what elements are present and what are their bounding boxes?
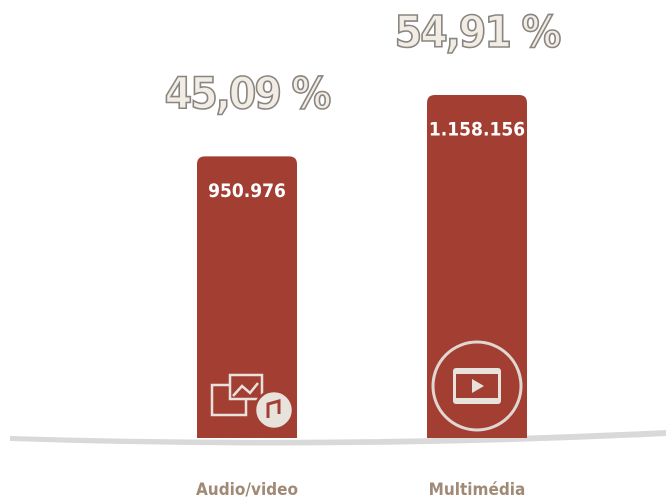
icon-video [431, 340, 523, 432]
value-label: 1.158.156 [429, 119, 525, 141]
percent-label: 45,09 % [165, 68, 331, 119]
ground-line [10, 430, 666, 446]
icon-media [210, 373, 295, 431]
bar [197, 156, 297, 438]
bar [427, 95, 527, 438]
category-label: Multimédia [429, 480, 526, 500]
bars: 950.976 45,09 % Audio/video 1.158.156 54,91 … [164, 6, 564, 500]
value-label: 950.976 [208, 180, 286, 202]
percent-label: 54,91 % [395, 7, 561, 58]
category-label: Audio/video [196, 480, 298, 500]
